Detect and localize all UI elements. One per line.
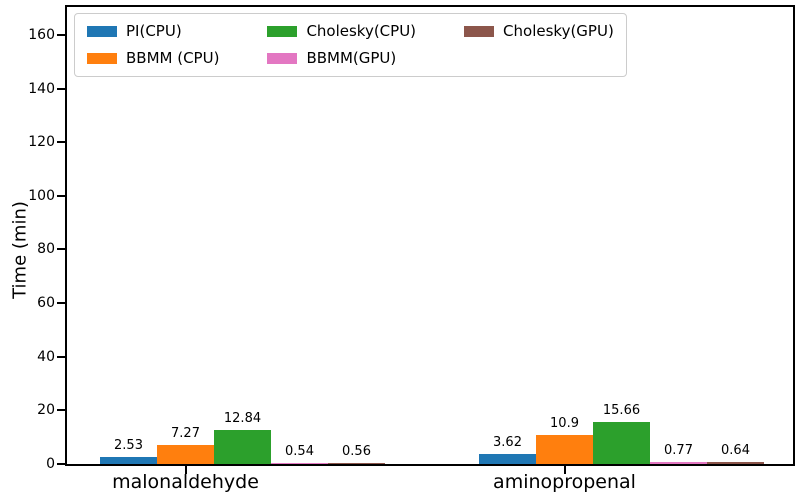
y-tick xyxy=(57,463,65,465)
bar-cholesky-gpu-aminopropenal xyxy=(707,462,764,464)
plot-area: 0 20 40 60 80 100 120 140 160 2.53 3.62 7.27 10.9 12… xyxy=(28,5,795,474)
legend-column: Cholesky(GPU) xyxy=(464,22,614,68)
y-tick-label: 40 xyxy=(37,348,55,365)
legend-entry-bbmm-gpu: BBMM(GPU) xyxy=(267,49,416,68)
legend-entry-bbmm-cpu: BBMM (CPU) xyxy=(87,49,219,68)
y-tick xyxy=(57,409,65,412)
y-tick-label: 20 xyxy=(37,402,55,419)
y-tick xyxy=(57,302,65,305)
bar-bbmm-cpu-aminopropenal xyxy=(536,434,593,464)
x-tick xyxy=(184,466,187,474)
bar-value-label: 3.62 xyxy=(493,435,522,451)
bar-value-label: 0.64 xyxy=(721,443,750,459)
legend-swatch-icon xyxy=(267,52,298,64)
legend-entry-cholesky-gpu: Cholesky(GPU) xyxy=(464,22,614,41)
y-tick xyxy=(57,33,65,36)
bar-bbmm-cpu-malonaldehyde xyxy=(157,444,214,464)
y-tick xyxy=(57,194,65,197)
legend-label: Cholesky(CPU) xyxy=(306,22,417,40)
y-tick-label: 160 xyxy=(28,26,55,43)
bar-value-label: 7.27 xyxy=(171,425,200,441)
legend-column: Cholesky(CPU) BBMM(GPU) xyxy=(267,22,416,68)
bar-cholesky-cpu-aminopropenal xyxy=(593,422,650,464)
legend-label: BBMM(GPU) xyxy=(306,48,397,67)
legend-column: PI(CPU) BBMM (CPU) xyxy=(87,22,219,68)
legend-label: Cholesky(GPU) xyxy=(503,22,614,40)
x-category-label-aminopropenal: aminopropenal xyxy=(493,471,636,493)
bar-bbmm-gpu-aminopropenal xyxy=(650,461,707,464)
bar-pi-cpu-aminopropenal xyxy=(479,454,536,464)
y-tick-label: 100 xyxy=(28,187,55,204)
bar-value-label: 15.66 xyxy=(602,403,641,419)
bar-cholesky-gpu-malonaldehyde xyxy=(328,462,385,464)
y-tick xyxy=(57,141,65,144)
y-tick-label: 140 xyxy=(28,80,55,97)
y-tick xyxy=(57,248,65,251)
legend-swatch-icon xyxy=(464,25,495,37)
y-axis-label: Time (min) xyxy=(9,201,31,299)
legend: PI(CPU) BBMM (CPU) Cholesky(CPU) BBMM(GPU) C… xyxy=(74,13,627,77)
legend-swatch-icon xyxy=(267,25,298,37)
y-tick-label: 120 xyxy=(28,134,55,151)
bar-value-label: 12.84 xyxy=(223,410,262,426)
legend-entry-pi-cpu: PI(CPU) xyxy=(87,22,219,41)
x-tick xyxy=(563,466,566,474)
legend-label: PI(CPU) xyxy=(126,22,182,40)
y-tick-label: 80 xyxy=(37,241,55,258)
legend-label: BBMM (CPU) xyxy=(126,48,220,67)
y-tick xyxy=(57,355,65,358)
y-tick-label: 0 xyxy=(46,456,55,472)
y-tick xyxy=(57,87,65,90)
bar-cholesky-cpu-malonaldehyde xyxy=(214,429,271,464)
bar-value-label: 2.53 xyxy=(114,438,143,454)
x-category-label-malonaldehyde: malonaldehyde xyxy=(112,471,259,493)
bar-pi-cpu-malonaldehyde xyxy=(100,457,157,464)
legend-entry-cholesky-cpu: Cholesky(CPU) xyxy=(267,22,416,41)
legend-swatch-icon xyxy=(87,52,117,64)
bar-bbmm-gpu-malonaldehyde xyxy=(271,462,328,464)
y-tick-label: 60 xyxy=(37,295,55,312)
bar-value-label: 0.56 xyxy=(342,443,371,459)
legend-swatch-icon xyxy=(87,25,117,37)
bar-value-label: 0.54 xyxy=(285,443,314,459)
bar-value-label: 10.9 xyxy=(550,415,579,431)
bar-value-label: 0.77 xyxy=(664,442,693,458)
